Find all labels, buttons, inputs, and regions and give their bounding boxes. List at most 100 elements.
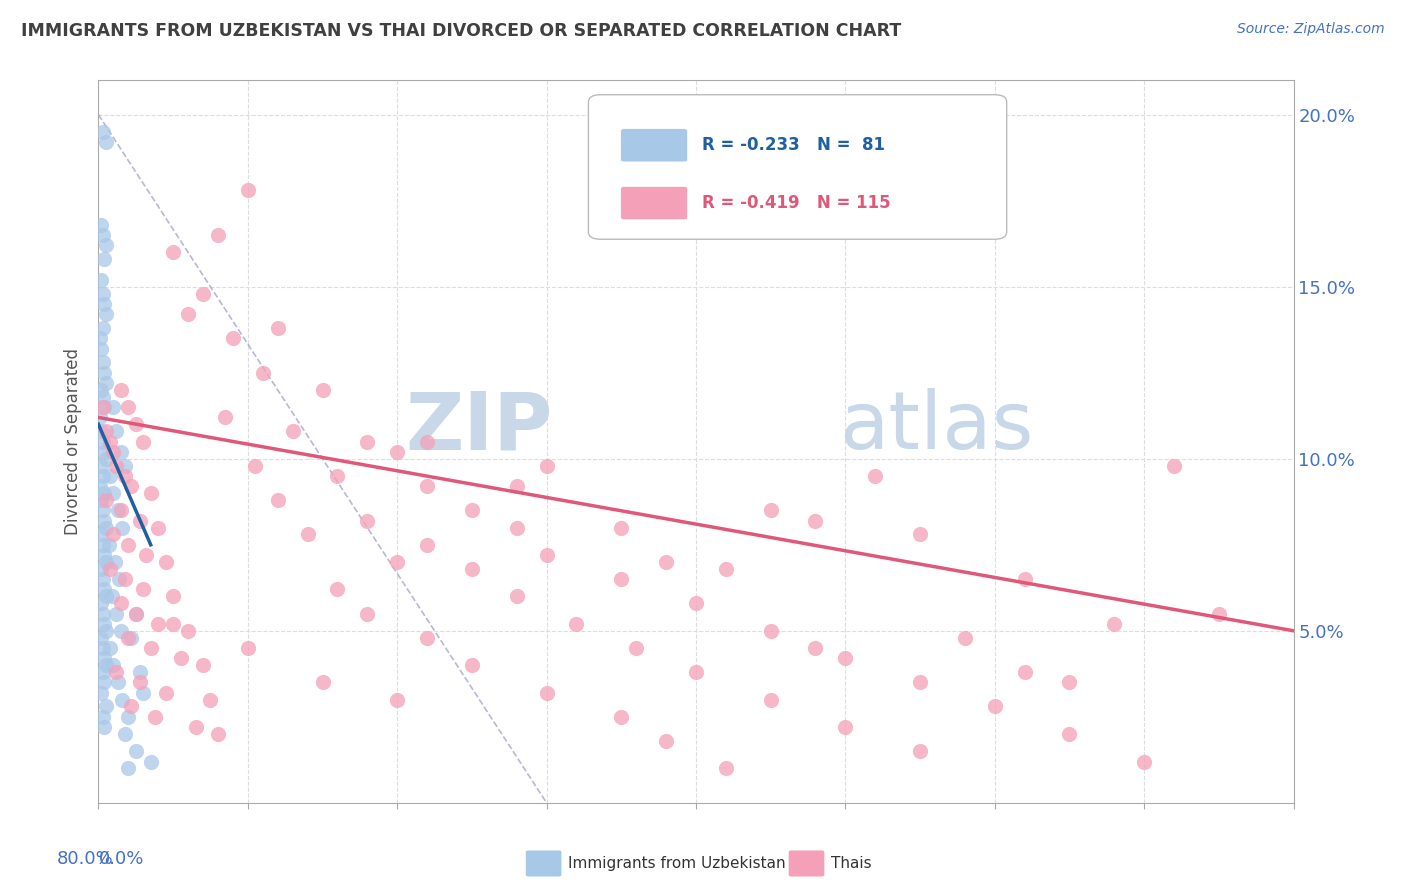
Point [245, 458, 267, 473]
Point [125, 744, 148, 758]
Point [117, 400, 139, 414]
Point [125, 417, 148, 432]
Point [356, 514, 378, 528]
Point [117, 710, 139, 724]
Point [98, 640, 122, 655]
Point [117, 538, 139, 552]
Point [105, 665, 128, 679]
Point [207, 727, 229, 741]
Point [162, 616, 184, 631]
Point [91, 321, 114, 335]
FancyBboxPatch shape [787, 850, 825, 877]
Point [90, 562, 112, 576]
Point [326, 582, 349, 597]
Point [120, 479, 142, 493]
Text: R = -0.419   N = 115: R = -0.419 N = 115 [702, 194, 890, 212]
Point [110, 445, 132, 459]
Point [93, 651, 115, 665]
Point [110, 383, 132, 397]
Point [98, 434, 122, 449]
Point [107, 675, 129, 690]
Point [93, 616, 115, 631]
Point [91, 228, 114, 243]
Point [1059, 675, 1081, 690]
Point [416, 479, 439, 493]
Point [94, 658, 117, 673]
Point [169, 651, 191, 665]
Point [135, 548, 157, 562]
Point [104, 555, 127, 569]
Point [506, 479, 529, 493]
Point [94, 493, 117, 508]
Point [326, 469, 349, 483]
Point [132, 582, 155, 597]
Point [114, 727, 136, 741]
Text: atlas: atlas [839, 388, 1033, 467]
Point [103, 445, 125, 459]
Point [200, 692, 222, 706]
Point [536, 458, 558, 473]
Point [461, 658, 484, 673]
Point [177, 624, 200, 638]
Point [103, 486, 125, 500]
Point [184, 720, 207, 734]
Point [385, 555, 409, 569]
Point [191, 658, 214, 673]
Point [98, 562, 122, 576]
Point [97, 538, 120, 552]
FancyBboxPatch shape [524, 850, 562, 877]
Point [114, 572, 136, 586]
Point [91, 640, 114, 655]
Point [162, 245, 184, 260]
Point [385, 445, 409, 459]
Point [536, 686, 558, 700]
Point [91, 572, 114, 586]
Text: 0.0%: 0.0% [98, 850, 143, 868]
Text: Thais: Thais [831, 856, 872, 871]
Y-axis label: Divorced or Separated: Divorced or Separated [65, 348, 83, 535]
Point [103, 658, 125, 673]
Point [89, 410, 111, 425]
Point [281, 424, 304, 438]
Point [610, 710, 633, 724]
Text: Immigrants from Uzbekistan: Immigrants from Uzbekistan [568, 856, 786, 871]
Point [93, 297, 115, 311]
Point [90, 218, 112, 232]
Point [94, 376, 117, 390]
Point [91, 286, 114, 301]
Point [506, 520, 529, 534]
Point [111, 692, 134, 706]
Point [685, 665, 707, 679]
Text: R = -0.233   N =  81: R = -0.233 N = 81 [702, 136, 884, 154]
Point [655, 555, 678, 569]
Point [94, 699, 117, 714]
Point [114, 469, 136, 483]
Point [91, 125, 114, 139]
Point [90, 342, 112, 356]
Point [356, 434, 378, 449]
Point [90, 527, 112, 541]
Point [416, 631, 439, 645]
Point [804, 640, 827, 655]
Point [91, 665, 114, 679]
Point [125, 607, 148, 621]
Text: 80.0%: 80.0% [56, 850, 114, 868]
Point [267, 493, 290, 508]
Point [804, 514, 827, 528]
Point [908, 675, 931, 690]
Point [91, 390, 114, 404]
Point [93, 675, 115, 690]
Point [222, 331, 245, 345]
Point [110, 596, 132, 610]
Point [385, 692, 409, 706]
Point [834, 720, 856, 734]
Text: Source: ZipAtlas.com: Source: ZipAtlas.com [1237, 22, 1385, 37]
Point [207, 228, 229, 243]
Point [908, 744, 931, 758]
Point [91, 400, 114, 414]
Point [139, 640, 162, 655]
Point [252, 366, 274, 380]
Point [953, 631, 976, 645]
Point [162, 590, 184, 604]
Point [1133, 755, 1156, 769]
